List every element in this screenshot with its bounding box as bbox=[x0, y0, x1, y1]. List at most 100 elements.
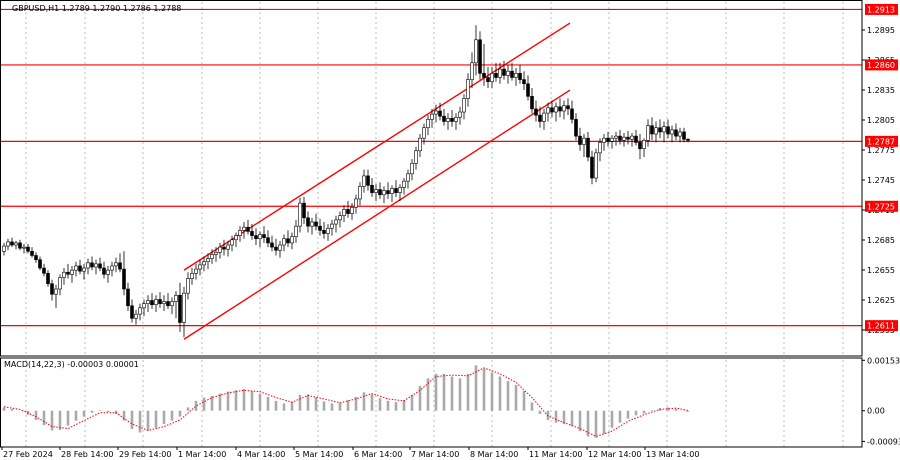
candle-body bbox=[614, 135, 618, 139]
candle bbox=[566, 98, 570, 116]
candle-body bbox=[330, 223, 334, 229]
candle-body bbox=[626, 136, 630, 140]
candle-body bbox=[378, 189, 382, 196]
candle-body bbox=[630, 135, 634, 140]
candle bbox=[262, 226, 266, 243]
level-tag bbox=[865, 3, 898, 15]
candle-body bbox=[50, 283, 54, 295]
candle-body bbox=[222, 246, 226, 250]
candle bbox=[366, 169, 370, 191]
candle-body bbox=[278, 244, 282, 251]
candle bbox=[618, 129, 622, 145]
candle-body bbox=[410, 163, 414, 175]
candle bbox=[546, 102, 550, 122]
candle-body bbox=[554, 106, 558, 113]
candle-body bbox=[454, 116, 458, 122]
candle-body bbox=[226, 244, 230, 250]
candle bbox=[26, 243, 30, 254]
candle-body bbox=[350, 207, 354, 214]
price-tick-label: 1.2655 bbox=[867, 266, 895, 275]
candle bbox=[590, 150, 594, 185]
candle-body bbox=[82, 267, 86, 272]
candle-body bbox=[358, 186, 362, 200]
macd-tick-label: 0.00153 bbox=[867, 356, 900, 365]
candle-body bbox=[354, 198, 358, 208]
candle-body bbox=[114, 262, 118, 267]
candle-body bbox=[326, 227, 330, 234]
candle-body bbox=[186, 278, 190, 294]
candle-body bbox=[294, 225, 298, 237]
candle bbox=[146, 295, 150, 313]
candle-body bbox=[258, 234, 262, 240]
candle bbox=[610, 135, 614, 149]
candle bbox=[74, 261, 78, 277]
candle-body bbox=[102, 267, 106, 275]
candle-body bbox=[426, 119, 430, 129]
candle-body bbox=[66, 271, 70, 275]
macd-tick-label: 0.00 bbox=[867, 407, 885, 416]
candle-body bbox=[526, 83, 530, 97]
candle bbox=[410, 159, 414, 181]
candle-body bbox=[242, 226, 246, 231]
candle bbox=[118, 253, 122, 273]
candle bbox=[326, 224, 330, 241]
candle-body bbox=[374, 189, 378, 193]
candle-body bbox=[334, 219, 338, 225]
candle-body bbox=[562, 105, 566, 112]
candle-body bbox=[674, 129, 678, 137]
candle bbox=[106, 265, 110, 283]
candle bbox=[198, 259, 202, 276]
candle-body bbox=[46, 272, 50, 285]
candle-body bbox=[246, 226, 250, 232]
candle bbox=[10, 237, 14, 248]
candle bbox=[594, 148, 598, 183]
macd-tick-label: -0.00093 bbox=[867, 437, 900, 446]
candle-body bbox=[302, 202, 306, 219]
candle-body bbox=[14, 242, 18, 246]
candle bbox=[562, 100, 566, 120]
candle-body bbox=[394, 188, 398, 193]
candle bbox=[558, 98, 562, 118]
candle bbox=[250, 224, 254, 240]
candle bbox=[42, 263, 46, 277]
candle bbox=[210, 249, 214, 264]
candle-body bbox=[262, 234, 266, 238]
candle bbox=[434, 104, 438, 123]
candle bbox=[466, 73, 470, 107]
candle-body bbox=[346, 209, 350, 214]
candle-body bbox=[506, 70, 510, 76]
candle bbox=[586, 131, 590, 162]
candle bbox=[122, 251, 126, 296]
candle bbox=[206, 253, 210, 270]
candle bbox=[98, 257, 102, 272]
candle-body bbox=[78, 265, 82, 272]
candle-body bbox=[94, 263, 98, 268]
candle bbox=[334, 215, 338, 233]
candle bbox=[674, 123, 678, 141]
macd-signal-line bbox=[3, 367, 689, 437]
candle bbox=[542, 108, 546, 130]
candle bbox=[94, 259, 98, 275]
channel-line-lower bbox=[183, 89, 571, 340]
candle-body bbox=[254, 235, 258, 240]
candle-body bbox=[42, 267, 46, 274]
candle bbox=[510, 62, 514, 81]
candle bbox=[50, 279, 54, 301]
candle bbox=[166, 293, 170, 309]
candle-body bbox=[586, 137, 590, 158]
candle-body bbox=[62, 271, 66, 278]
price-tick-label: 1.2775 bbox=[867, 146, 895, 155]
candle-body bbox=[622, 136, 626, 141]
candle-body bbox=[86, 262, 90, 269]
candle-body bbox=[406, 173, 410, 182]
candle-body bbox=[162, 301, 166, 304]
candle-body bbox=[142, 303, 146, 309]
candle bbox=[514, 68, 518, 86]
candle-body bbox=[522, 79, 526, 85]
candle-body bbox=[474, 39, 478, 64]
candle-body bbox=[214, 252, 218, 255]
candle bbox=[82, 263, 86, 280]
candle-body bbox=[314, 221, 318, 227]
